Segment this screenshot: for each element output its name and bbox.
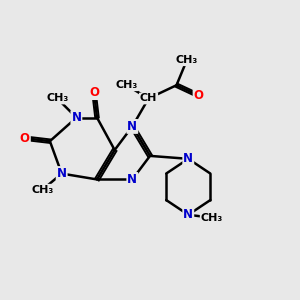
Text: CH₃: CH₃: [46, 94, 68, 103]
Text: N: N: [71, 111, 81, 124]
Text: O: O: [194, 89, 204, 102]
Text: N: N: [183, 152, 193, 165]
Text: N: N: [127, 173, 137, 186]
Text: CH₃: CH₃: [201, 213, 223, 223]
Text: CH: CH: [140, 94, 157, 103]
Text: O: O: [20, 132, 30, 145]
Text: CH₃: CH₃: [32, 185, 54, 195]
Text: N: N: [127, 120, 137, 133]
Text: CH₃: CH₃: [176, 55, 198, 65]
Text: N: N: [183, 208, 193, 221]
Text: O: O: [89, 86, 99, 99]
Text: CH₃: CH₃: [115, 80, 138, 90]
Text: N: N: [57, 167, 67, 180]
